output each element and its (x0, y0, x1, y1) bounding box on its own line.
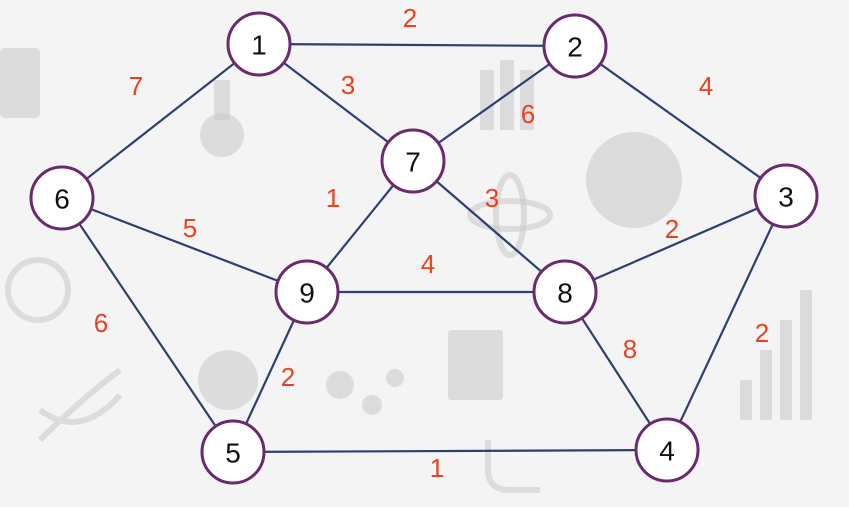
node-label-3: 3 (778, 182, 794, 213)
node-label-6: 6 (54, 184, 70, 215)
edge-weight-1-2: 2 (403, 3, 417, 33)
edge-2-3 (574, 45, 787, 197)
edge-weight-6-9: 5 (183, 213, 197, 243)
node-label-5: 5 (225, 438, 241, 469)
node-5: 5 (200, 419, 266, 485)
edge-1-6 (61, 43, 260, 199)
compass-icon (5, 257, 71, 323)
edge-5-4 (232, 448, 668, 454)
edge-weight-9-8: 4 (421, 249, 435, 279)
edge-7-8 (412, 160, 566, 293)
node-label-4: 4 (659, 436, 675, 467)
edge-weight-8-4: 8 (623, 334, 637, 364)
flask-icon (200, 80, 244, 157)
node-2: 2 (542, 13, 608, 79)
calculator-icon (0, 48, 40, 118)
edge-weight-1-6: 7 (129, 71, 143, 101)
apple-icon (198, 350, 258, 410)
node-circle-9 (274, 259, 340, 325)
node-circle-5 (200, 419, 266, 485)
bar-chart-icon (740, 290, 812, 420)
node-circle-7 (380, 128, 446, 194)
edge-weight-8-3: 2 (665, 214, 679, 244)
edge-2-7 (412, 45, 576, 162)
edge-3-4 (666, 195, 787, 451)
node-label-8: 8 (557, 278, 573, 309)
dna-icon (37, 367, 123, 443)
node-circle-8 (532, 259, 598, 325)
node-circle-4 (634, 417, 700, 483)
edge-weight-2-7: 6 (521, 99, 535, 129)
node-label-2: 2 (567, 32, 583, 63)
node-circle-2 (542, 13, 608, 79)
edge-weight-3-4: 2 (755, 318, 769, 348)
edge-1-2 (258, 42, 576, 48)
edge-6-5 (61, 197, 234, 453)
atom-icon (467, 172, 553, 258)
edge-weight-2-3: 4 (699, 71, 713, 101)
book-icon (448, 330, 503, 400)
edge-weight-9-5: 2 (281, 362, 295, 392)
edge-8-3 (564, 194, 787, 294)
node-label-7: 7 (405, 147, 421, 178)
node-8: 8 (532, 259, 598, 325)
node-label-1: 1 (251, 30, 267, 61)
node-circle-3 (753, 163, 819, 229)
edge-6-9 (61, 196, 308, 294)
magnet-icon (485, 440, 540, 493)
pie-chart-icon (586, 132, 682, 228)
node-6: 6 (29, 165, 95, 231)
node-label-9: 9 (299, 278, 315, 309)
node-4: 4 (634, 417, 700, 483)
edge-weight-7-8: 3 (485, 183, 499, 213)
molecule-icon (326, 369, 404, 415)
node-1: 1 (226, 11, 292, 77)
node-circle-1 (226, 11, 292, 77)
node-9: 9 (274, 259, 340, 325)
edge-weight-6-5: 6 (94, 308, 108, 338)
edge-weight-5-4: 1 (430, 453, 444, 483)
node-3: 3 (753, 163, 819, 229)
edge-weight-7-9: 1 (326, 183, 340, 213)
node-7: 7 (380, 128, 446, 194)
node-circle-6 (29, 165, 95, 231)
edge-weight-1-7: 3 (341, 70, 355, 100)
